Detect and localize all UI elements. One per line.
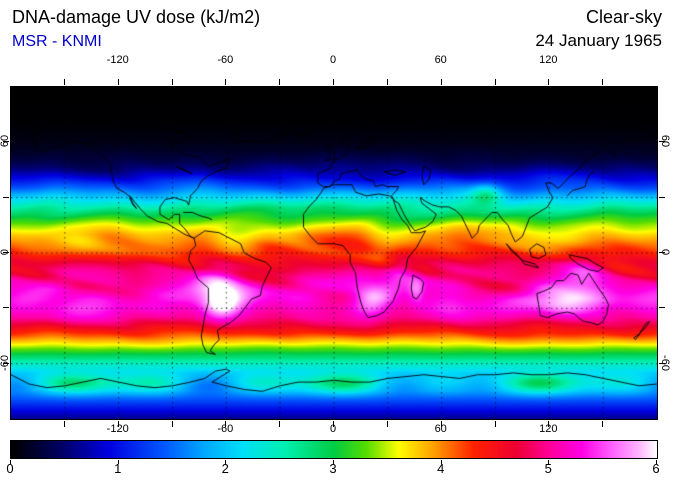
axis-tick	[225, 421, 227, 427]
axis-tick	[63, 79, 65, 85]
axis-tick	[3, 141, 9, 143]
lon-tick-label-top-4: 120	[539, 54, 558, 66]
lon-tick-label-bottom-1: -60	[217, 423, 234, 435]
axis-tick	[63, 421, 65, 427]
axis-tick	[656, 460, 657, 464]
axis-tick	[279, 421, 281, 427]
colorbar-tick-label-0: 0	[6, 461, 14, 476]
date-label: 24 January 1965	[535, 31, 662, 50]
lon-tick-label-top-3: 60	[434, 54, 447, 66]
dataset-label: MSR - KNMI	[12, 33, 102, 50]
axis-tick	[333, 79, 334, 85]
axis-tick	[3, 252, 9, 253]
lon-tick-label-bottom-3: 60	[434, 423, 447, 435]
axis-tick	[225, 460, 227, 464]
lon-tick-label-bottom-4: 120	[539, 423, 558, 435]
axis-tick	[3, 307, 9, 309]
colorbar-tick-label-4: 4	[437, 461, 445, 476]
colorbar-tick-label-6: 6	[652, 461, 660, 476]
condition-label: Clear-sky	[585, 7, 662, 27]
figure-title: DNA-damage UV dose (kJ/m2)	[12, 7, 261, 27]
axis-tick	[117, 460, 119, 464]
axis-tick	[548, 421, 550, 427]
axis-tick	[440, 421, 442, 427]
axis-tick	[659, 362, 665, 364]
axis-tick	[659, 196, 665, 198]
colorbar-tick-label-1: 1	[114, 461, 122, 476]
axis-tick	[117, 79, 119, 85]
uv-map-canvas	[10, 86, 658, 420]
colorbar-tick-label-2: 2	[221, 461, 229, 476]
axis-tick	[602, 79, 604, 85]
axis-tick	[440, 460, 442, 464]
axis-tick	[386, 421, 388, 427]
axis-tick	[171, 79, 173, 85]
axis-tick	[386, 79, 388, 85]
colorbar-tick-label-3: 3	[329, 461, 337, 476]
axis-tick	[548, 460, 550, 464]
lon-tick-label-top-0: -120	[106, 54, 129, 66]
axis-tick	[659, 141, 665, 143]
axis-tick	[3, 196, 9, 198]
axis-tick	[333, 460, 334, 464]
lon-tick-label-top-2: 0	[329, 54, 337, 66]
axis-tick	[494, 421, 496, 427]
axis-tick	[440, 79, 442, 85]
lon-tick-label-bottom-0: -120	[106, 423, 129, 435]
axis-tick	[225, 79, 227, 85]
axis-tick	[3, 362, 9, 364]
axis-tick	[602, 421, 604, 427]
axis-tick	[10, 460, 11, 464]
axis-tick	[659, 307, 665, 309]
lon-tick-label-top-1: -60	[217, 54, 234, 66]
axis-tick	[494, 79, 496, 85]
axis-tick	[279, 79, 281, 85]
axis-tick	[659, 252, 665, 253]
axis-tick	[548, 79, 550, 85]
colorbar-canvas	[10, 440, 658, 459]
colorbar-tick-label-5: 5	[544, 461, 552, 476]
lon-tick-label-bottom-2: 0	[329, 423, 337, 435]
axis-tick	[171, 421, 173, 427]
axis-tick	[117, 421, 119, 427]
axis-tick	[333, 421, 334, 427]
